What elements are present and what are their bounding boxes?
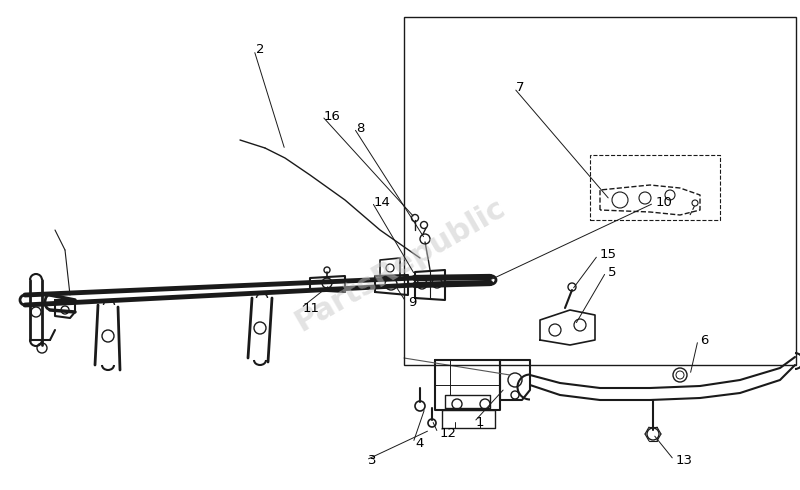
Text: 12: 12 xyxy=(440,426,457,440)
Text: 1: 1 xyxy=(476,416,485,428)
Bar xyxy=(404,17,796,365)
Text: 4: 4 xyxy=(415,437,423,449)
Text: 15: 15 xyxy=(600,248,617,262)
Text: 13: 13 xyxy=(676,454,693,466)
Text: 5: 5 xyxy=(608,266,617,278)
Text: 16: 16 xyxy=(324,109,341,122)
Text: 9: 9 xyxy=(408,295,416,309)
Text: 10: 10 xyxy=(656,196,673,210)
Text: 11: 11 xyxy=(303,301,320,315)
Text: 6: 6 xyxy=(700,334,708,346)
Text: 2: 2 xyxy=(256,44,265,56)
Text: PartsRepublic: PartsRepublic xyxy=(290,193,510,337)
Text: 8: 8 xyxy=(356,122,364,134)
Text: 7: 7 xyxy=(516,81,525,95)
Bar xyxy=(590,155,720,220)
Text: 14: 14 xyxy=(374,196,391,209)
Text: 3: 3 xyxy=(368,454,377,466)
